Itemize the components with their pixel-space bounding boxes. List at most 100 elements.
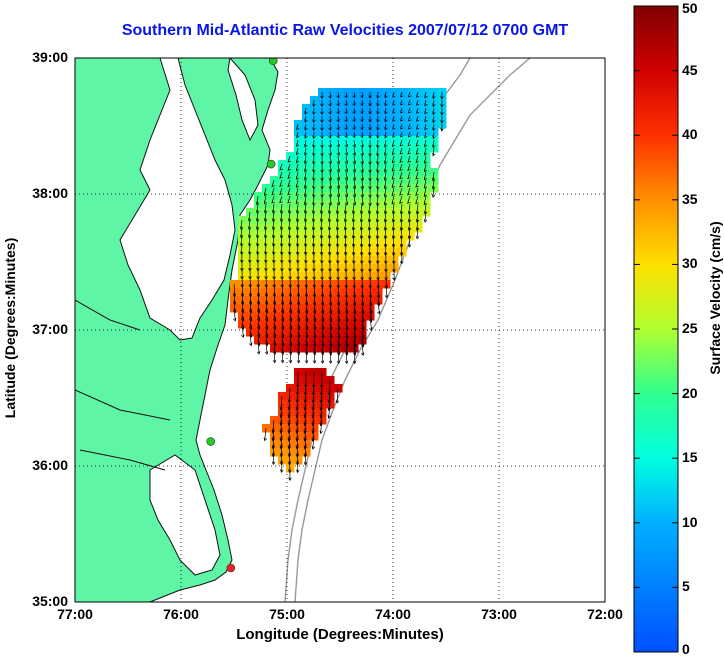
velocity-arrow <box>264 283 269 298</box>
velocity-arrow <box>391 235 396 248</box>
velocity-arrow <box>312 203 316 214</box>
velocity-arrow <box>352 203 356 215</box>
x-tick-label: 72:00 <box>587 606 623 622</box>
velocity-arrow <box>423 171 428 181</box>
velocity-arrow <box>352 99 356 107</box>
velocity-arrow <box>384 163 388 173</box>
colorbar-label: Surface Velocity (cm/s) <box>707 221 723 375</box>
velocity-arrow <box>360 147 364 157</box>
velocity-arrow <box>416 123 420 130</box>
velocity-arrow <box>296 243 300 256</box>
velocity-arrow <box>399 171 403 180</box>
velocity-arrow <box>313 315 317 331</box>
velocity-arrow <box>376 91 380 99</box>
velocity-arrow <box>377 299 381 315</box>
velocity-arrow <box>376 171 380 182</box>
colorbar-tick-label: 30 <box>682 255 698 272</box>
velocity-arrow <box>369 299 373 315</box>
velocity-arrow <box>353 323 357 340</box>
velocity-arrow <box>328 131 332 139</box>
velocity-arrow <box>392 99 396 106</box>
velocity-arrow <box>336 139 340 148</box>
velocity-arrow <box>328 291 333 307</box>
velocity-arrow <box>376 147 380 157</box>
velocity-arrow <box>271 435 276 450</box>
velocity-arrow <box>296 203 300 214</box>
velocity-arrow <box>304 179 308 189</box>
velocity-arrow <box>279 443 284 458</box>
velocity-arrow <box>327 395 332 412</box>
velocity-arrow <box>336 347 341 365</box>
velocity-arrow <box>281 323 285 339</box>
velocity-arrow <box>368 115 372 123</box>
velocity-arrow <box>399 235 404 248</box>
velocity-arrow <box>280 227 284 239</box>
velocity-arrow <box>287 171 291 180</box>
velocity-arrow <box>287 387 292 404</box>
velocity-arrow <box>368 211 372 223</box>
velocity-arrow <box>287 187 291 196</box>
velocity-arrow <box>376 131 380 139</box>
velocity-arrow <box>304 219 308 231</box>
velocity-arrow <box>248 291 253 306</box>
velocity-arrow <box>296 131 300 139</box>
velocity-arrow <box>288 235 292 247</box>
velocity-arrow <box>312 299 317 315</box>
velocity-arrow <box>256 235 260 247</box>
velocity-arrow <box>296 299 301 314</box>
station-marker <box>206 437 215 446</box>
velocity-arrow <box>368 235 372 248</box>
velocity-arrow <box>376 203 380 215</box>
y-axis-label: Latitude (Degrees:Minutes) <box>2 237 18 419</box>
velocity-arrow <box>241 315 245 330</box>
velocity-arrow <box>424 155 428 164</box>
velocity-arrow <box>280 347 285 364</box>
velocity-arrow <box>399 107 404 114</box>
velocity-arrow <box>320 195 324 207</box>
velocity-arrow <box>351 219 356 231</box>
velocity-arrow <box>287 419 291 434</box>
velocity-arrow <box>416 203 420 215</box>
velocity-arrow <box>295 179 300 188</box>
velocity-arrow <box>344 163 348 173</box>
velocity-arrow <box>232 299 237 314</box>
x-tick-label: 75:00 <box>269 606 305 622</box>
chesapeake-bay <box>119 58 236 341</box>
velocity-arrow <box>353 307 357 323</box>
velocity-arrow <box>376 283 381 299</box>
velocity-arrow <box>328 107 332 115</box>
velocity-arrow <box>328 227 332 239</box>
velocity-arrow <box>295 403 300 419</box>
velocity-arrow <box>304 147 308 156</box>
velocity-arrow <box>320 219 324 231</box>
velocity-arrow <box>264 227 268 239</box>
velocity-arrow <box>352 195 356 206</box>
velocity-arrow <box>399 187 403 196</box>
velocity-arrow <box>288 339 293 356</box>
velocity-arrow <box>336 155 340 165</box>
velocity-arrow <box>312 179 316 190</box>
velocity-arrow <box>344 123 348 131</box>
velocity-arrow <box>320 107 324 116</box>
velocity-arrow <box>352 179 356 190</box>
velocity-arrow <box>399 195 403 204</box>
velocity-arrow <box>328 187 332 198</box>
velocity-arrow <box>256 339 261 355</box>
velocity-arrow <box>295 195 300 205</box>
velocity-arrow <box>384 171 388 181</box>
velocity-arrow <box>416 91 420 98</box>
velocity-arrow <box>407 187 411 196</box>
velocity-arrow <box>360 211 364 223</box>
velocity-arrow <box>272 203 276 214</box>
velocity-arrow <box>256 307 261 322</box>
velocity-arrow <box>280 203 284 214</box>
velocity-arrow <box>376 139 380 149</box>
velocity-arrow <box>376 291 381 307</box>
velocity-arrow <box>264 331 269 347</box>
velocity-arrow <box>265 315 269 330</box>
velocity-arrow <box>248 299 253 314</box>
velocity-arrow <box>329 307 333 323</box>
x-tick-label: 76:00 <box>163 606 199 622</box>
x-axis-label: Longitude (Degrees:Minutes) <box>236 626 444 643</box>
velocity-arrow <box>392 107 396 114</box>
